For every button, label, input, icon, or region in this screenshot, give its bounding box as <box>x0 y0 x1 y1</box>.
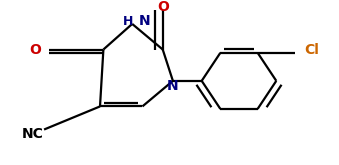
Text: Cl: Cl <box>304 43 319 56</box>
Text: N: N <box>138 15 150 28</box>
Text: O: O <box>157 0 169 14</box>
Text: O: O <box>29 43 42 56</box>
Text: N: N <box>167 79 179 93</box>
Text: NC: NC <box>21 128 43 141</box>
Text: H: H <box>123 15 133 28</box>
